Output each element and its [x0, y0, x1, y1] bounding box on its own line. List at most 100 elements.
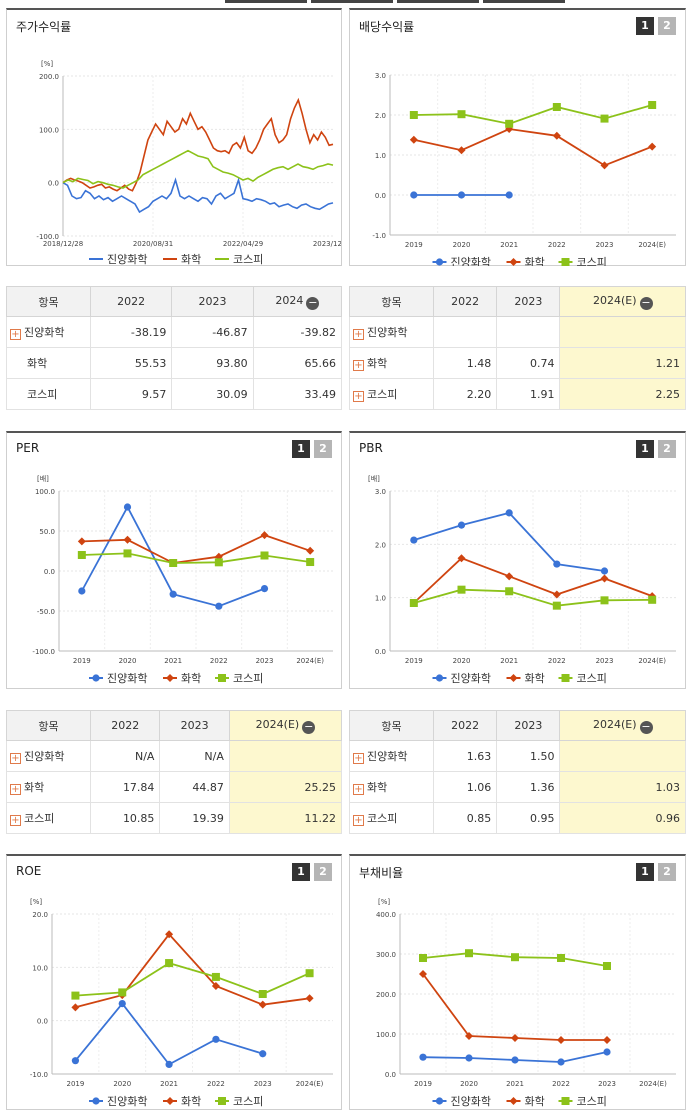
data-point-marker	[600, 596, 609, 605]
debt-chart: [%] 400.0 300.0 200.0 100.0 0.0 2019 2020 2021 20…	[376, 898, 676, 1108]
cell: 0.74	[496, 347, 561, 379]
data-point-marker	[511, 953, 519, 962]
row-label: 진양화학	[367, 750, 408, 763]
data-point-marker	[457, 554, 466, 563]
expand-icon[interactable]: +	[10, 329, 21, 340]
y-tick-label: 0.0	[37, 1018, 48, 1026]
x-tick-label: 2023	[598, 1080, 616, 1088]
x-tick-label: 2020	[453, 657, 471, 665]
data-point-marker	[465, 1054, 473, 1062]
row-label: 진양화학	[24, 326, 65, 339]
page-2-button[interactable]: 2	[658, 863, 676, 881]
pbr-table: 항목 2022 2023 2024(E) − + 진양화학 1.63 1.50 + 화…	[349, 710, 686, 834]
page-2-button[interactable]: 2	[314, 863, 332, 881]
collapse-icon[interactable]: −	[639, 295, 653, 310]
x-tick-label: 2023/12/28	[313, 240, 341, 248]
cell: 2.20	[432, 378, 498, 410]
page-selector: 1 2	[636, 17, 676, 35]
data-point-marker	[169, 559, 178, 567]
y-tick-label: 0.0	[385, 1071, 396, 1079]
row-label: 화학	[24, 781, 45, 794]
data-point-marker	[259, 1050, 267, 1058]
data-point-marker	[165, 959, 174, 968]
y-tick-label: 20.0	[32, 911, 48, 919]
debt-panel: 부채비율 1 2 [%] 400.0 300.0 200.0 100.0 0.0 2019 2…	[349, 854, 686, 1110]
x-tick-label: 2019	[67, 1080, 85, 1088]
data-point-marker	[435, 1097, 444, 1105]
y-tick-label: -1.0	[372, 232, 386, 240]
panel-title: PBR	[359, 441, 383, 455]
page-1-button[interactable]: 1	[292, 863, 310, 881]
expand-icon[interactable]: +	[353, 784, 364, 795]
x-tick-label: 2024(E)	[638, 657, 666, 665]
collapse-icon[interactable]: −	[302, 719, 316, 734]
page-selector: 1 2	[292, 863, 332, 881]
cell: 65.66	[252, 347, 343, 379]
expand-icon[interactable]: +	[353, 391, 364, 402]
data-point-marker	[305, 994, 314, 1003]
cell	[228, 740, 343, 772]
collapse-icon[interactable]: −	[306, 295, 320, 310]
x-tick-label: 2019	[414, 1080, 432, 1088]
cell: 2.25	[559, 378, 686, 410]
page-2-button[interactable]: 2	[314, 440, 332, 458]
cell: N/A	[89, 740, 161, 772]
roe-panel: ROE 1 2 [%] 20.0 10.0 0.0 -10.0 2019 2020 2021 2…	[6, 854, 342, 1110]
data-point-marker	[123, 535, 132, 544]
y-tick-label: 200.0	[376, 991, 396, 999]
data-point-marker	[557, 1036, 565, 1044]
data-point-marker	[77, 551, 86, 559]
x-tick-label: 2022	[548, 657, 566, 665]
x-tick-label: 2020	[113, 1080, 131, 1088]
data-point-marker	[218, 674, 226, 682]
data-point-marker	[410, 536, 418, 544]
data-point-marker	[409, 135, 418, 144]
data-point-marker	[505, 119, 514, 128]
expand-icon[interactable]: +	[10, 784, 21, 795]
y-tick-label: 10.0	[32, 964, 48, 972]
page-1-button[interactable]: 1	[636, 440, 654, 458]
page-2-button[interactable]: 2	[658, 440, 676, 458]
data-point-marker	[557, 954, 565, 962]
legend-label: 진양화학	[107, 253, 147, 266]
x-tick-label: 2019	[405, 241, 423, 249]
data-point-marker	[258, 1000, 267, 1009]
cell	[496, 316, 561, 348]
expand-icon[interactable]: +	[10, 815, 21, 826]
y-tick-label: 100.0	[35, 488, 55, 496]
expand-icon[interactable]: +	[10, 753, 21, 764]
series-line	[413, 588, 653, 607]
panel-title: 배당수익률	[359, 20, 415, 34]
data-point-marker	[71, 991, 80, 1000]
legend-label: 진양화학	[451, 672, 491, 685]
series-line	[62, 149, 334, 189]
page-1-button[interactable]: 1	[636, 863, 654, 881]
cell	[432, 316, 498, 348]
expand-icon[interactable]: +	[353, 753, 364, 764]
collapse-icon[interactable]: −	[639, 719, 653, 734]
expand-icon[interactable]: +	[353, 360, 364, 371]
x-tick-label: 2024(E)	[638, 241, 666, 249]
series-line	[413, 128, 653, 167]
data-point-marker	[92, 674, 100, 682]
x-tick-label: 2024(E)	[296, 657, 324, 665]
y-tick-label: 100.0	[376, 1031, 396, 1039]
data-point-marker	[505, 509, 513, 517]
y-tick-label: 1.0	[375, 152, 386, 160]
legend-label: 화학	[525, 256, 545, 266]
table-row: 화학 55.53 93.80 65.66	[6, 347, 343, 379]
y-tick-label: 0.0	[48, 180, 59, 188]
data-point-marker	[166, 1097, 174, 1105]
legend-label: 진양화학	[107, 1095, 147, 1108]
expand-icon[interactable]: +	[353, 329, 364, 340]
page-1-button[interactable]: 1	[292, 440, 310, 458]
expand-icon[interactable]: +	[353, 815, 364, 826]
page-2-button[interactable]: 2	[658, 17, 676, 35]
series-line	[413, 511, 605, 572]
unit-label: [%]	[378, 898, 390, 906]
y-tick-label: 0.0	[375, 648, 386, 656]
page-1-button[interactable]: 1	[636, 17, 654, 35]
series-line	[75, 962, 310, 997]
unit-label: [배]	[37, 474, 49, 483]
x-tick-label: 2023	[254, 1080, 272, 1088]
